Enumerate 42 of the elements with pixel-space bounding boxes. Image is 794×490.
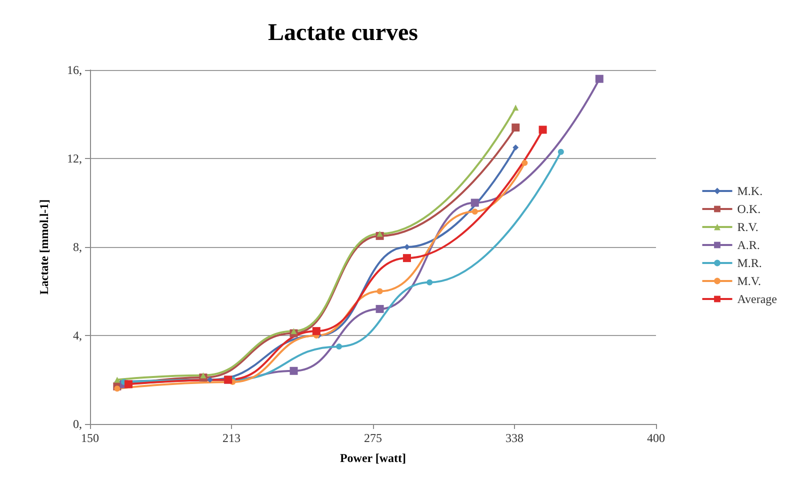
point (472, 208, 478, 215)
point (522, 160, 528, 166)
point (290, 328, 297, 334)
point (376, 230, 383, 237)
point (336, 344, 342, 350)
point (426, 279, 433, 286)
y-tick-label: 4, (73, 328, 82, 342)
x-tick-label: 338 (506, 431, 524, 445)
x-tick-label: 275 (364, 431, 382, 445)
point (512, 104, 519, 111)
point (206, 376, 213, 383)
point (312, 327, 320, 336)
point (595, 74, 604, 83)
point (290, 366, 298, 375)
legend-label: M.K. (737, 184, 763, 198)
point (200, 372, 206, 378)
legend-label: A.R. (737, 238, 760, 252)
x-axis-title: Power [watt] (340, 451, 406, 465)
chart-title: Lactate curves (268, 20, 418, 46)
point (538, 126, 547, 134)
point (114, 386, 120, 392)
point (470, 198, 479, 207)
x-tick-label: 400 (647, 431, 665, 445)
point (558, 148, 564, 155)
legend-label: O.K. (737, 202, 761, 216)
legend-label: R.V. (737, 220, 758, 234)
legend-label: M.V. (737, 274, 762, 288)
x-tick-label: 150 (81, 431, 99, 445)
point (376, 304, 384, 313)
legend-label: M.R. (737, 256, 762, 270)
x-tick-label: 213 (222, 431, 240, 445)
point (402, 254, 411, 262)
y-tick-label: 12, (67, 152, 82, 166)
y-tick-label: 16, (67, 63, 82, 77)
point (512, 124, 520, 132)
legend-label: Average (737, 292, 777, 306)
y-axis-title: Lactate [mmol.l-1] (37, 199, 51, 295)
point (512, 144, 519, 150)
point (124, 380, 132, 388)
y-tick-label: 8, (73, 240, 82, 254)
y-tick-label: 0, (73, 417, 82, 431)
point (376, 288, 383, 294)
